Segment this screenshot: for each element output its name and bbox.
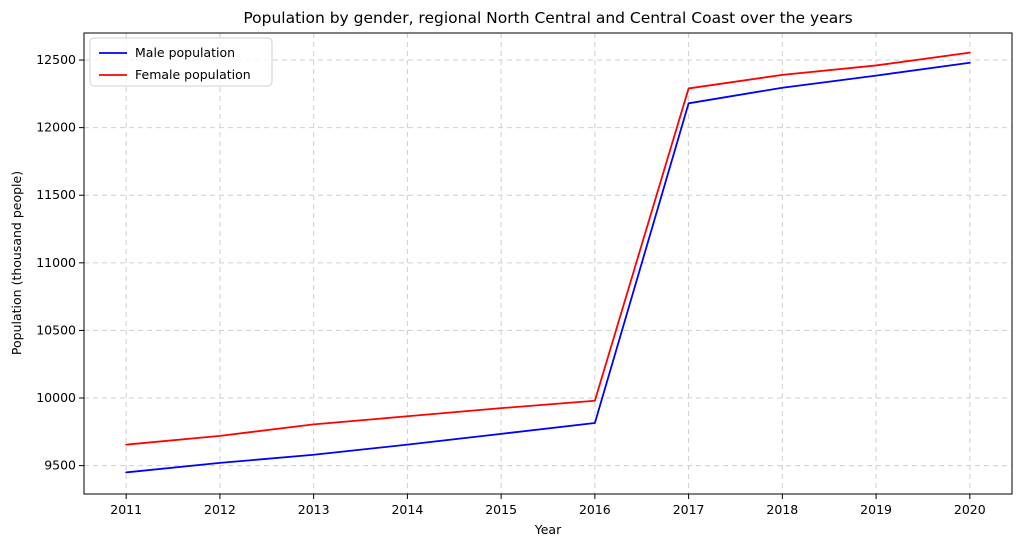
male-population-line	[125, 61, 971, 474]
x-tick-label: 2017	[673, 502, 705, 517]
plot-frame	[83, 32, 1013, 495]
x-tick-label: 2018	[766, 502, 798, 517]
series-layer	[125, 51, 971, 474]
y-tick-label: 10500	[36, 322, 76, 337]
x-tick-label: 2014	[391, 502, 423, 517]
y-tick-label: 11500	[36, 187, 76, 202]
x-tick-label: 2016	[579, 502, 611, 517]
x-tick-label: 2013	[298, 502, 330, 517]
female-population-line	[125, 51, 971, 446]
y-tick-label: 12500	[36, 52, 76, 67]
x-tick-label: 2011	[110, 502, 142, 517]
y-axis-label: Population (thousand people)	[9, 171, 24, 355]
x-axis-label: Year	[534, 522, 562, 537]
y-axis-ticks: 9500 10000 10500 11000 11500 12000 12500	[36, 52, 84, 473]
legend-male-label: Male population	[135, 45, 235, 60]
x-tick-label: 2019	[860, 502, 892, 517]
y-tick-label: 11000	[36, 255, 76, 270]
x-tick-label: 2015	[485, 502, 517, 517]
legend: Male population Female population	[89, 37, 273, 87]
chart-title: Population by gender, regional North Cen…	[243, 9, 852, 27]
x-tick-label: 2012	[204, 502, 236, 517]
grid-layer	[84, 33, 1012, 494]
y-tick-label: 10000	[36, 390, 76, 405]
x-axis-ticks: 2011 2012 2013 2014 2015 2016 2017 2018 2019 2020	[110, 494, 986, 517]
y-tick-label: 9500	[44, 458, 76, 473]
y-tick-label: 12000	[36, 120, 76, 135]
legend-box	[89, 37, 273, 87]
legend-female-label: Female population	[135, 67, 251, 82]
x-tick-label: 2020	[954, 502, 986, 517]
